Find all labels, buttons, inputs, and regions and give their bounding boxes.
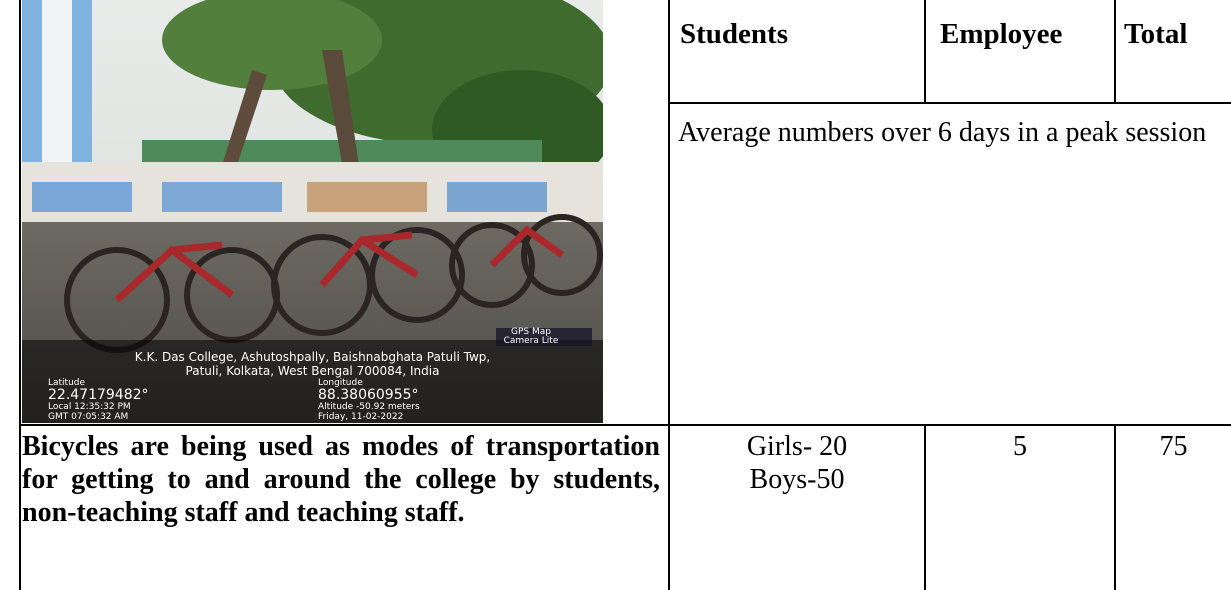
students-count: Girls- 20	[746, 431, 848, 462]
border	[1114, 425, 1116, 590]
badge-line: Camera Lite	[503, 336, 559, 346]
latitude-label: Latitude	[48, 378, 86, 388]
badge-line: GPS Map	[511, 327, 551, 337]
address-line: Patuli, Kolkata, West Bengal 700084, Ind…	[185, 364, 440, 378]
date: Friday, 11-02-2022	[318, 412, 404, 422]
border	[19, 424, 1231, 426]
border	[668, 0, 670, 590]
altitude: Altitude -50.92 meters	[318, 402, 420, 412]
border	[924, 425, 926, 590]
gmt-time: GMT 07:05:32 AM	[48, 412, 129, 422]
local-time: Local 12:35:32 PM	[48, 402, 131, 412]
longitude: 88.38060955°	[318, 387, 419, 403]
header-cell: Total	[1124, 18, 1188, 50]
latitude: 22.47179482°	[48, 387, 149, 403]
note: Average numbers over 6 days in a peak se…	[678, 117, 1207, 148]
header-cell: Employee	[940, 18, 1063, 50]
description: Bicycles are being used as modes of tran…	[22, 431, 660, 528]
border	[924, 0, 926, 103]
longitude-label: Longitude	[318, 378, 363, 388]
address-line: K.K. Das College, Ashutoshpally, Baishna…	[134, 350, 491, 364]
total-count: 75	[1159, 431, 1188, 462]
border	[668, 102, 1231, 104]
border	[19, 0, 21, 590]
students-count: Boys-50	[749, 464, 845, 495]
border	[1114, 0, 1116, 103]
employee-count: 5	[1013, 431, 1027, 462]
header-cell: Students	[680, 18, 788, 50]
photo	[22, 0, 603, 423]
